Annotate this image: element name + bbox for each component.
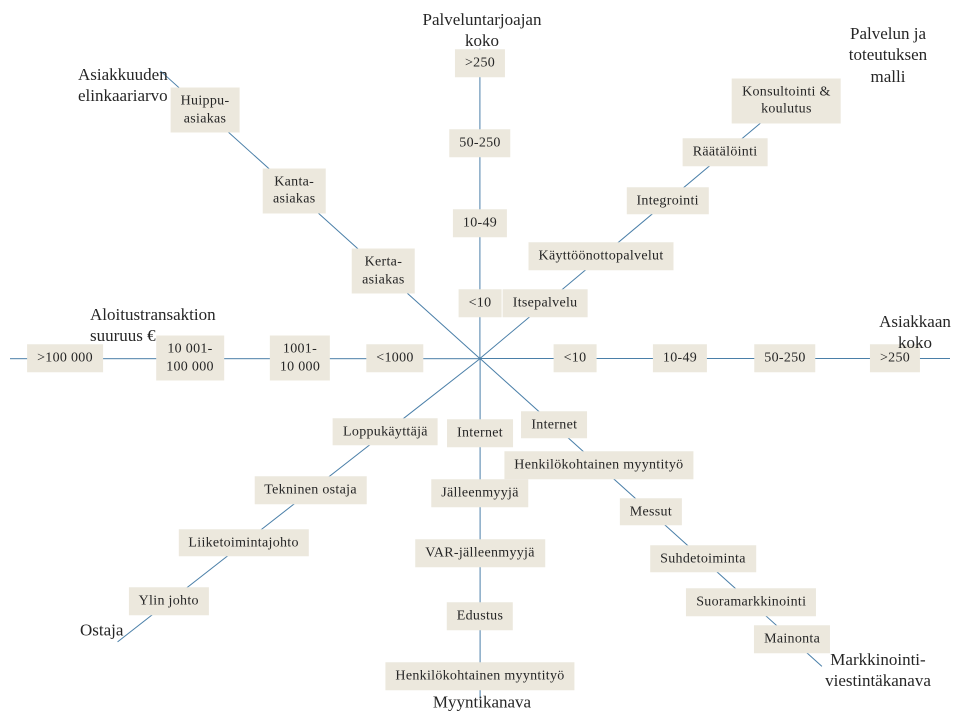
spoke-bottom bbox=[479, 359, 480, 699]
label-top-right-0: Itsepalvelu bbox=[503, 290, 588, 318]
label-bottom-right-4: Suoramarkkinointi bbox=[686, 588, 816, 616]
label-top-left-2: Huippu-asiakas bbox=[171, 88, 240, 133]
label-right-2: 50-250 bbox=[754, 344, 815, 372]
label-top-right-4: Konsultointi &koulutus bbox=[732, 78, 841, 123]
label-top-0: <10 bbox=[459, 289, 502, 317]
label-top-2: 50-250 bbox=[449, 129, 510, 157]
label-left-3: >100 000 bbox=[27, 344, 103, 372]
label-left-1: 1001-10 000 bbox=[270, 336, 330, 381]
axis-title-right: Asiakkaankoko bbox=[879, 311, 951, 354]
label-bottom-right-3: Suhdetoiminta bbox=[650, 545, 756, 573]
label-bottom-right-5: Mainonta bbox=[754, 625, 830, 653]
label-bottom-right-0: Internet bbox=[521, 411, 587, 439]
label-top-1: 10-49 bbox=[453, 209, 507, 237]
axis-title-bottom-right: Markkinointi-viestintäkanava bbox=[825, 649, 931, 692]
label-bottom-1: Jälleenmyyjä bbox=[431, 479, 528, 507]
label-right-1: 10-49 bbox=[653, 344, 707, 372]
label-top-3: >250 bbox=[455, 49, 505, 77]
label-top-right-3: Räätälöinti bbox=[683, 139, 768, 167]
label-top-left-1: Kanta-asiakas bbox=[263, 168, 326, 213]
label-top-left-0: Kerta-asiakas bbox=[352, 249, 415, 294]
axis-title-bottom-left: Ostaja bbox=[80, 619, 123, 640]
axis-title-top: Palveluntarjoajankoko bbox=[423, 9, 542, 52]
axis-title-bottom: Myyntikanava bbox=[433, 691, 531, 712]
axis-title-top-left: Asiakkuudenelinkaariarvo bbox=[78, 64, 168, 107]
axis-title-left: Aloitustransaktionsuuruus € bbox=[90, 304, 216, 347]
label-bottom-right-1: Henkilökohtainen myyntityö bbox=[504, 451, 693, 479]
label-right-0: <10 bbox=[554, 344, 597, 372]
label-top-right-1: Käyttöönottopalvelut bbox=[529, 243, 674, 271]
label-bottom-2: VAR-jälleenmyyjä bbox=[415, 539, 545, 567]
radial-diagram: <10 10-49 50-250 >250Palveluntarjoajankoko I… bbox=[0, 0, 960, 720]
axis-title-top-right: Palvelun jatoteutuksenmalli bbox=[849, 23, 927, 87]
label-bottom-4: Henkilökohtainen myyntityö bbox=[385, 662, 574, 690]
label-bottom-left-3: Ylin johto bbox=[129, 587, 209, 615]
label-left-0: <1000 bbox=[366, 344, 423, 372]
label-bottom-left-2: Liiketoimintajohto bbox=[178, 529, 308, 557]
label-bottom-3: Edustus bbox=[447, 602, 513, 630]
label-top-right-2: Integrointi bbox=[626, 187, 708, 215]
label-bottom-0: Internet bbox=[447, 419, 513, 447]
label-bottom-right-2: Messut bbox=[620, 498, 682, 526]
label-bottom-left-0: Loppukäyttäjä bbox=[333, 418, 438, 446]
label-bottom-left-1: Tekninen ostaja bbox=[254, 477, 367, 505]
